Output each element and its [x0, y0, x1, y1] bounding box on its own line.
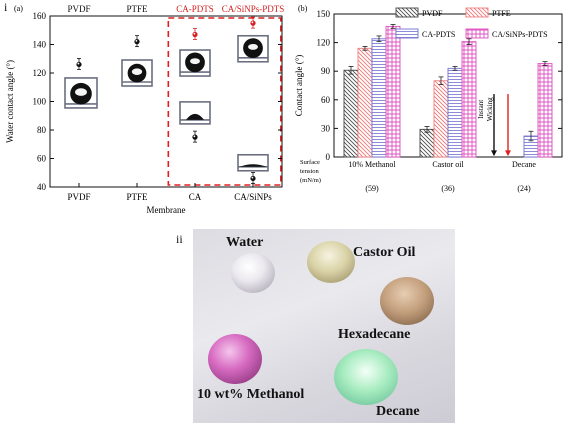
- castor-oil-droplet: [307, 241, 355, 283]
- legend-label: PTFE: [492, 9, 511, 18]
- chart-a: (a) 40 60 80 100 120 140 160 Water contact angle…: [5, 4, 285, 215]
- bar: [371, 38, 387, 158]
- y-tick-label: 140: [33, 40, 47, 50]
- y-tick-label: 160: [33, 11, 47, 21]
- water-droplet: [231, 253, 275, 293]
- instant-wicking-label: InstantWicking: [477, 97, 494, 121]
- data-point: [76, 58, 82, 70]
- bar: [433, 80, 449, 158]
- bar: [461, 41, 477, 158]
- droplet-inset: [237, 34, 269, 63]
- top-category-label: CA-PDTS: [176, 4, 214, 14]
- legend-swatch: [395, 28, 419, 39]
- x-tick-label: PVDF: [67, 192, 90, 202]
- droplet-inset: [237, 153, 269, 172]
- data-point: [192, 28, 198, 40]
- y-tick-label: 120: [33, 68, 47, 78]
- bar: [343, 69, 359, 158]
- y-tick-label: 80: [37, 125, 47, 135]
- y-tick-label: 30: [321, 123, 331, 133]
- droplet-inset: [179, 49, 211, 77]
- y-tick-label: 120: [317, 38, 331, 48]
- water-label: Water: [226, 235, 264, 250]
- decane-label: Decane: [376, 404, 420, 419]
- bar: [419, 128, 435, 158]
- bar: [447, 67, 463, 158]
- top-category-label: PTFE: [126, 4, 148, 14]
- legend-label: CA-PDTS: [422, 30, 455, 39]
- y-tick-label: 40: [37, 182, 47, 192]
- wicking-arrow-head: [505, 150, 511, 157]
- y-tick-label: 150: [317, 9, 331, 19]
- panel-i-label: i: [4, 0, 8, 14]
- hexadecane-droplet: [380, 277, 434, 325]
- y-tick-label: 60: [37, 154, 47, 164]
- droplet-photo-drawing: [208, 241, 434, 405]
- x-tick-label: CA/SiNPs: [234, 192, 272, 202]
- chart-b-panel-label: (b): [298, 4, 308, 13]
- castor-oil-label: Castor Oil: [353, 245, 416, 260]
- droplet-inset: [121, 59, 153, 87]
- top-category-label: PVDF: [67, 4, 90, 14]
- surface-tension-value: (36): [441, 184, 455, 193]
- y-tick-label: 0: [326, 152, 331, 162]
- y-tick-label: 100: [33, 97, 47, 107]
- x-tick-label: Decane: [512, 160, 536, 169]
- y-tick-label: 60: [321, 95, 331, 105]
- chart-b-ylabel: Contact angle (°): [294, 55, 304, 117]
- hexadecane-label: Hexadecane: [338, 327, 411, 342]
- surface-tension-value: (24): [517, 184, 531, 193]
- data-point: [250, 172, 256, 184]
- chart-b: (b) 0 30 60 90 120 150 Contact angle (°) 10% Met…: [294, 4, 563, 193]
- droplet-inset: [179, 101, 211, 125]
- data-point: [250, 16, 256, 29]
- chart-a-panel-label: (a): [14, 4, 23, 13]
- x-tick-label: PTFE: [126, 192, 148, 202]
- droplet-photo: Water Castor Oil Hexadecane 10 wt% Metha…: [193, 229, 455, 423]
- methanol-label: 10 wt% Methanol: [197, 387, 305, 402]
- methanol-droplet: [208, 334, 262, 384]
- panel-ii-label: ii: [176, 232, 183, 246]
- surface-tension-value: (59): [365, 184, 379, 193]
- legend-label: CA/SiNPs-PDTS: [492, 30, 548, 39]
- chart-a-ylabel: Water contact angle (°): [5, 60, 15, 143]
- top-category-label: CA/SiNPs-PDTS: [222, 4, 285, 14]
- x-tick-label: 10% Methanol: [348, 160, 396, 169]
- decane-droplet: [334, 349, 398, 405]
- legend-swatch: [395, 7, 419, 18]
- x-tick-label: CA: [189, 192, 202, 202]
- legend-swatch: [465, 7, 489, 18]
- surface-tension-label: Surface tension (mN/m): [300, 159, 321, 184]
- legend-swatch: [465, 28, 489, 39]
- x-tick-label: Castor oil: [432, 160, 464, 169]
- legend-label: PVDF: [422, 9, 443, 18]
- bar: [385, 25, 401, 158]
- data-point: [134, 35, 140, 48]
- highlight-box: [167, 17, 282, 186]
- data-point: [192, 130, 198, 143]
- chart-a-xlabel: Membrane: [147, 205, 186, 215]
- wicking-arrow-head: [491, 150, 497, 157]
- bar: [537, 63, 553, 158]
- droplet-inset: [64, 77, 98, 109]
- y-tick-label: 90: [321, 66, 331, 76]
- bar: [357, 47, 373, 158]
